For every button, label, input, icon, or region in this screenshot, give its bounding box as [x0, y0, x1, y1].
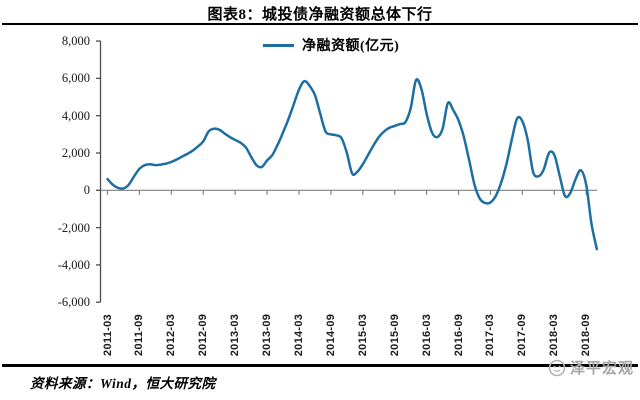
x-tick-label: 2018-03	[548, 313, 561, 357]
zeping-logo-icon	[548, 359, 566, 376]
x-tick-label: 2016-03	[420, 313, 433, 357]
y-tick-label: 8,000	[61, 34, 90, 49]
title-divider	[2, 23, 638, 25]
legend-label: 净融资额(亿元)	[302, 39, 400, 54]
source-note: 资料来源：Wind，恒大研究院	[30, 376, 216, 391]
x-tick-label: 2011-09	[133, 314, 146, 356]
series-line-path	[106, 78, 599, 251]
x-tick-label: 2015-09	[388, 313, 401, 357]
x-tick-label: 2017-03	[484, 313, 497, 357]
x-tick-label: 2013-09	[261, 313, 274, 357]
y-tick-label: 6,000	[61, 71, 90, 86]
x-tick-label: 2016-09	[452, 313, 465, 357]
watermark-label: 泽平宏观	[569, 361, 634, 377]
footer-divider	[2, 364, 638, 367]
x-tick-label: 2015-03	[356, 313, 369, 357]
x-tick-label: 2012-09	[197, 313, 210, 357]
x-tick-label: 2014-03	[292, 313, 305, 357]
x-tick-label: 2011-03	[101, 314, 114, 356]
y-tick-label: 0	[83, 183, 90, 198]
y-tick-label: -6,000	[57, 295, 90, 310]
watermark: 泽平宏观	[548, 357, 634, 378]
x-tick-label: 2012-03	[165, 313, 178, 357]
y-tick-label: -4,000	[57, 257, 90, 272]
x-tick-label: 2013-03	[229, 313, 242, 357]
x-tick-label: 2018-09	[580, 313, 593, 357]
legend-line-swatch	[263, 43, 294, 47]
x-tick-label: 2017-09	[516, 313, 529, 357]
legend: 净融资额(亿元)	[263, 35, 399, 55]
y-tick-label: 2,000	[61, 145, 90, 160]
chart-title: 图表8：城投债净融资额总体下行	[207, 7, 433, 23]
x-tick-label: 2014-09	[324, 313, 337, 357]
y-tick-label: 4,000	[61, 108, 90, 123]
y-tick-label: -2,000	[57, 220, 90, 235]
